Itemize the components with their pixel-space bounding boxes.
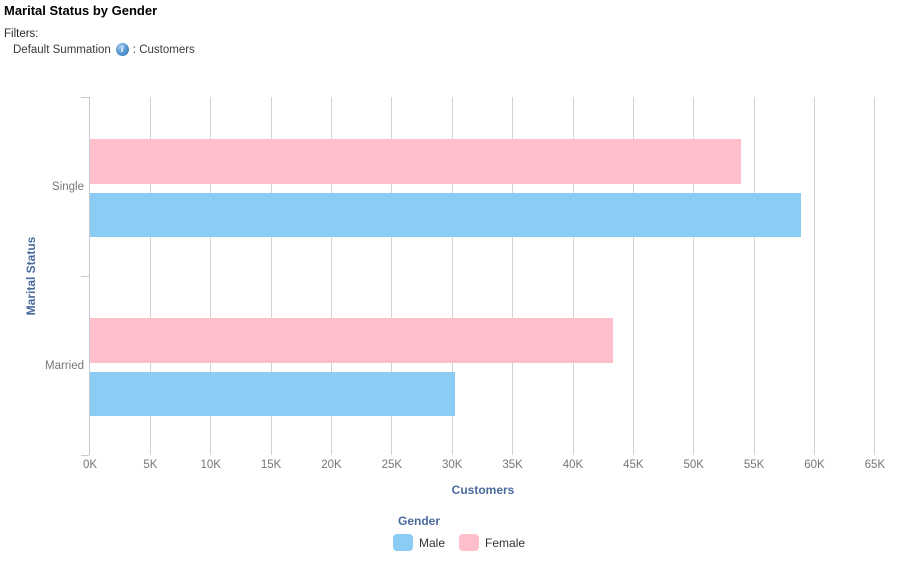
gridline	[270, 97, 272, 455]
gridline	[331, 97, 332, 455]
x-axis-tick-label: 0K	[82, 459, 98, 471]
gridline	[210, 97, 212, 455]
filter-colon: :	[132, 43, 136, 56]
legend-items: Male Female	[393, 534, 525, 551]
gridline	[149, 97, 151, 455]
x-axis-tick-label: 65K	[864, 459, 886, 471]
info-icon[interactable]: i	[115, 43, 129, 56]
bar-single-male[interactable]	[90, 193, 802, 237]
legend-item-female[interactable]: Female	[459, 534, 525, 551]
gridline	[391, 97, 393, 455]
legend-swatch-female	[459, 534, 480, 551]
gridline	[572, 97, 574, 455]
x-axis-tick-label: 10K	[200, 459, 221, 471]
gridline	[814, 97, 815, 455]
x-axis-tick-label: 15K	[260, 459, 282, 471]
gridline	[753, 97, 755, 455]
gridline	[512, 97, 514, 455]
x-axis-tick-label: 30K	[442, 459, 463, 471]
legend-label: Female	[485, 535, 526, 550]
x-axis-tick-label: 55K	[743, 459, 765, 471]
legend-item-male[interactable]: Male	[393, 534, 445, 551]
x-axis-title: Customers	[451, 483, 515, 497]
x-axis-tick-label: 60K	[804, 459, 825, 471]
y-axis-title: Marital Status	[24, 236, 38, 316]
gridline	[874, 97, 876, 455]
gridline	[632, 97, 634, 455]
y-axis-tick-mark	[81, 454, 89, 456]
bar-married-male[interactable]	[90, 372, 455, 416]
y-category-label: Married	[45, 359, 84, 372]
x-axis-tick-label: 20K	[321, 459, 342, 471]
y-axis-line	[89, 97, 90, 455]
page-title: Marital Status by Gender	[4, 3, 158, 18]
legend-swatch-male	[393, 534, 413, 551]
y-axis-tick-mark	[81, 96, 89, 98]
filter-name: Default Summation	[13, 43, 111, 56]
bar-single-female[interactable]	[90, 139, 741, 184]
legend-title: Gender	[398, 514, 441, 528]
gridline	[693, 97, 695, 455]
filter-row: Default Summation i : Customers	[13, 43, 195, 56]
legend-label: Male	[419, 535, 446, 550]
filter-value: Customers	[139, 43, 195, 56]
filters-label: Filters:	[4, 28, 39, 40]
legend: Gender Male Female	[393, 514, 525, 551]
y-category-label: Single	[52, 180, 84, 193]
y-axis-tick-mark	[81, 275, 89, 277]
x-axis-tick-label: 50K	[683, 459, 704, 471]
bar-married-female[interactable]	[90, 318, 613, 363]
x-axis-tick-label: 5K	[143, 459, 158, 471]
x-axis-tick-label: 40K	[562, 459, 584, 471]
gridline	[451, 97, 453, 455]
x-axis-tick-label: 25K	[381, 459, 403, 471]
x-axis-tick-label: 35K	[502, 459, 523, 471]
x-axis-tick-label: 45K	[623, 459, 644, 471]
